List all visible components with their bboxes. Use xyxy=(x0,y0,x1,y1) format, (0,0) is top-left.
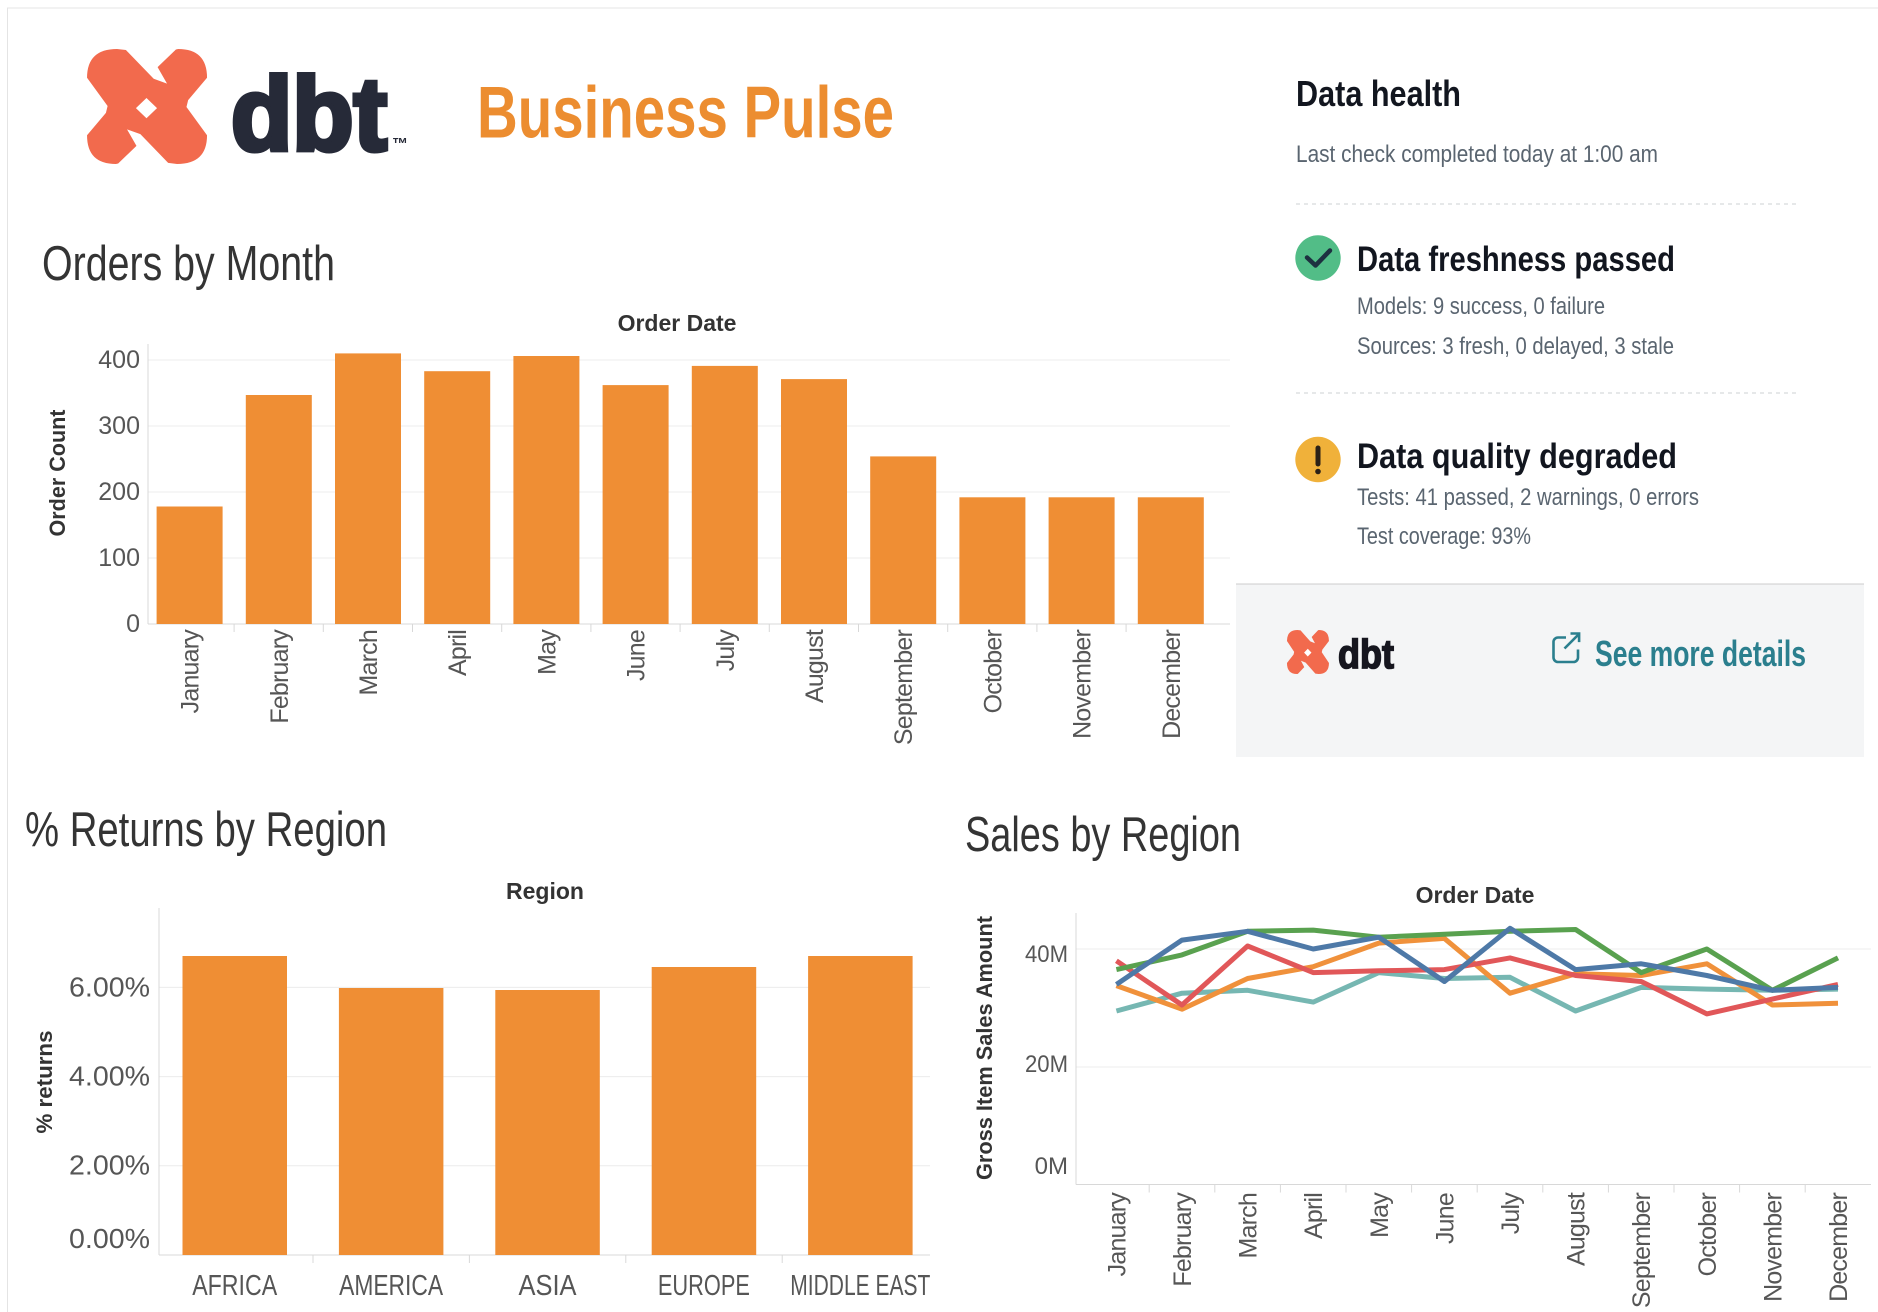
svg-text:August: August xyxy=(801,629,829,703)
svg-text:0: 0 xyxy=(126,610,140,638)
svg-text:April: April xyxy=(444,630,472,676)
svg-text:July: July xyxy=(1497,1192,1525,1235)
svg-text:% Returns by Region: % Returns by Region xyxy=(25,803,387,857)
svg-text:MIDDLE EAST: MIDDLE EAST xyxy=(790,1270,930,1302)
svg-text:May: May xyxy=(1366,1192,1394,1238)
svg-text:0.00%: 0.00% xyxy=(69,1223,150,1254)
svg-text:June: June xyxy=(1431,1193,1459,1244)
svg-text:Gross Item Sales Amount: Gross Item Sales Amount xyxy=(972,915,997,1180)
svg-text:October: October xyxy=(1694,1193,1722,1277)
svg-text:Sources: 3 fresh, 0 delayed, 3: Sources: 3 fresh, 0 delayed, 3 stale xyxy=(1357,333,1674,360)
svg-text:Data quality degraded: Data quality degraded xyxy=(1357,437,1677,476)
svg-text:October: October xyxy=(979,630,1007,714)
svg-text:Order Date: Order Date xyxy=(1416,882,1535,908)
svg-text:EUROPE: EUROPE xyxy=(658,1270,750,1302)
svg-text:AFRICA: AFRICA xyxy=(192,1270,278,1302)
svg-text:100: 100 xyxy=(98,544,140,572)
svg-text:April: April xyxy=(1300,1193,1328,1239)
svg-text:ASIA: ASIA xyxy=(519,1270,578,1302)
svg-text:Business Pulse: Business Pulse xyxy=(477,73,894,154)
svg-text:Order Count: Order Count xyxy=(45,409,70,537)
svg-text:Tests: 41 passed, 2 warnings,: Tests: 41 passed, 2 warnings, 0 errors xyxy=(1357,484,1699,511)
svg-text:Models: 9 success, 0 failure: Models: 9 success, 0 failure xyxy=(1357,293,1605,320)
svg-text:™: ™ xyxy=(392,136,408,153)
svg-text:Region: Region xyxy=(506,878,584,904)
svg-text:September: September xyxy=(1628,1193,1656,1309)
svg-text:May: May xyxy=(533,629,561,675)
svg-text:dbt: dbt xyxy=(1338,631,1394,677)
svg-text:AMERICA: AMERICA xyxy=(339,1270,444,1302)
svg-text:Last check completed today at: Last check completed today at 1:00 am xyxy=(1296,141,1658,168)
svg-text:4.00%: 4.00% xyxy=(69,1061,150,1092)
svg-text:January: January xyxy=(177,629,205,714)
svg-text:40M: 40M xyxy=(1025,941,1068,968)
svg-text:% returns: % returns xyxy=(32,1031,57,1134)
svg-text:20M: 20M xyxy=(1025,1051,1068,1078)
svg-text:February: February xyxy=(1169,1192,1197,1287)
svg-text:200: 200 xyxy=(98,478,140,506)
svg-text:See more details: See more details xyxy=(1595,633,1806,674)
svg-text:November: November xyxy=(1759,1193,1787,1302)
svg-text:July: July xyxy=(712,629,740,672)
svg-text:December: December xyxy=(1158,630,1186,739)
svg-text:June: June xyxy=(623,630,651,681)
svg-text:March: March xyxy=(1235,1193,1263,1258)
svg-text:Data health: Data health xyxy=(1296,73,1461,114)
svg-text:Test coverage: 93%: Test coverage: 93% xyxy=(1357,523,1531,550)
svg-text:Order Date: Order Date xyxy=(618,310,737,336)
svg-text:January: January xyxy=(1103,1192,1131,1277)
svg-text:0M: 0M xyxy=(1035,1153,1068,1180)
svg-text:400: 400 xyxy=(98,346,140,374)
svg-text:dbt: dbt xyxy=(231,57,387,173)
svg-text:August: August xyxy=(1563,1192,1591,1266)
svg-text:February: February xyxy=(266,629,294,724)
svg-text:December: December xyxy=(1825,1193,1853,1302)
svg-text:September: September xyxy=(890,630,918,746)
svg-text:2.00%: 2.00% xyxy=(69,1150,150,1181)
svg-text:Sales by Region: Sales by Region xyxy=(965,808,1241,862)
svg-text:Data freshness passed: Data freshness passed xyxy=(1357,240,1675,279)
svg-text:300: 300 xyxy=(98,412,140,440)
svg-text:Orders by Month: Orders by Month xyxy=(42,237,335,291)
svg-text:November: November xyxy=(1069,630,1097,739)
svg-text:6.00%: 6.00% xyxy=(69,972,150,1003)
svg-text:March: March xyxy=(355,630,383,695)
